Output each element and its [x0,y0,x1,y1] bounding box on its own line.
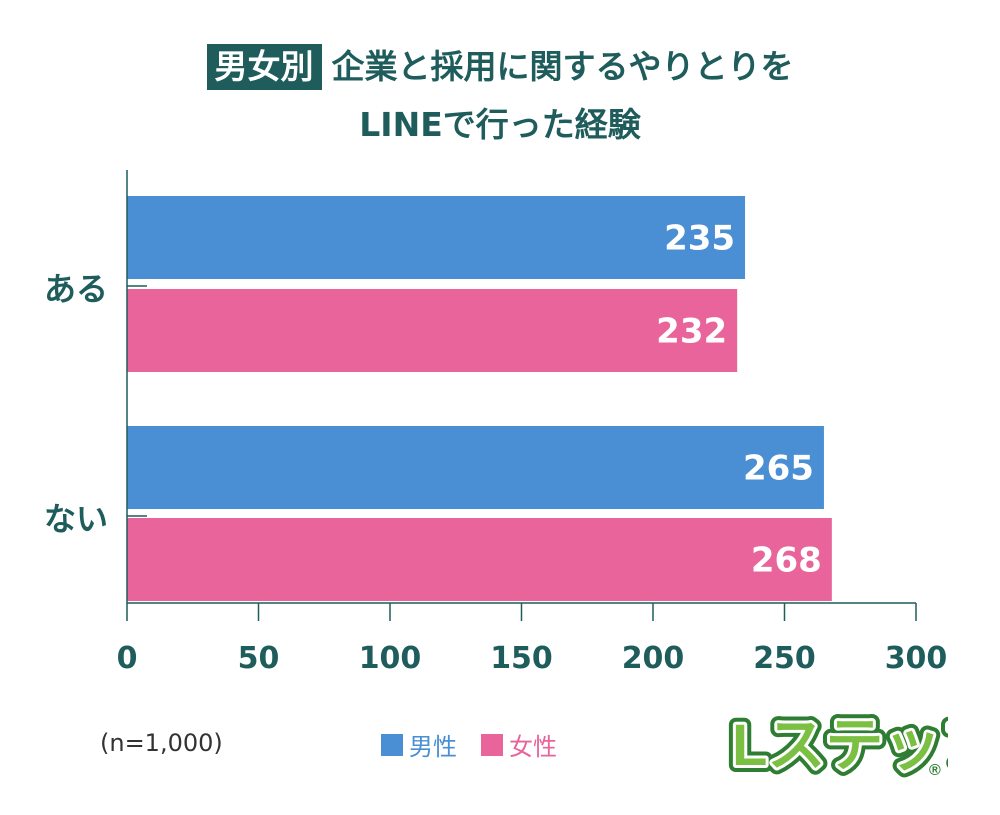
bar-chart: 235 232 265 268 0 50 100 150 200 250 300 [117,170,948,676]
data-label-aru-male: 235 [664,219,735,259]
x-tick-label-300: 300 [885,641,948,676]
bar-aru-female [127,289,738,372]
x-tick-label-150: 150 [490,641,553,676]
x-tick-label-50: 50 [238,641,280,676]
brand-text: Lステップ [732,713,948,778]
bar-aru-male [127,196,746,279]
legend-item-male: 男性 [381,727,457,762]
x-tick-label-100: 100 [359,641,422,676]
lstep-logo-icon: Lステップ Lステップ Lステップ ® [725,706,1000,785]
category-label-aru: ある [44,270,109,308]
legend-item-female: 女性 [481,727,557,762]
data-label-nai-male: 265 [743,449,814,489]
registered-mark: ® [929,762,941,779]
sample-size-note: (n=1,000) [100,729,223,757]
bar-nai-male [127,426,824,509]
title-line-1: 企業と採用に関するやりとりを [331,47,794,86]
title-badge: 男女別 [206,44,322,90]
chart-title: 男女別 企業と採用に関するやりとりを LINEで行った経験 [0,38,1000,154]
title-line-2: LINEで行った経験 [359,105,641,144]
legend-label-female: 女性 [509,733,557,761]
legend-swatch-male [381,733,403,756]
bar-nai-female [127,518,832,601]
x-tick-label-0: 0 [117,641,138,676]
legend: 男性 女性 [381,727,581,762]
legend-swatch-female [481,733,503,756]
legend-label-male: 男性 [409,733,457,761]
x-tick-label-200: 200 [622,641,685,676]
data-label-aru-female: 232 [656,312,727,352]
category-label-nai: ない [44,500,109,538]
brand-logo: Lステップ Lステップ Lステップ ® [725,703,1000,787]
x-tick-label-250: 250 [753,641,816,676]
data-label-nai-female: 268 [751,541,822,581]
